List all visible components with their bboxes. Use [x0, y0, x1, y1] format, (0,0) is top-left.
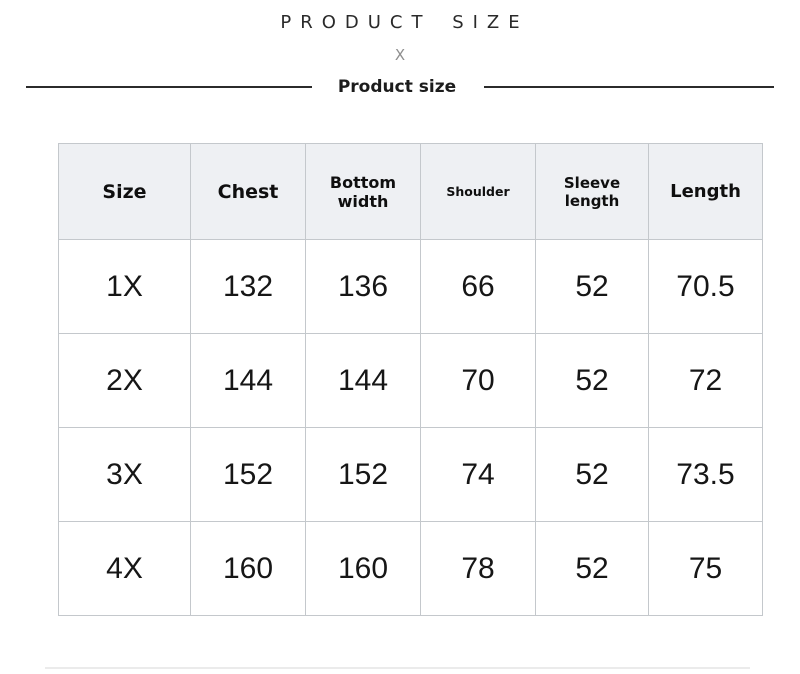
bottom-divider-line [45, 667, 750, 669]
cell-chest: 144 [190, 333, 306, 428]
column-header-sleeve-length: Sleeve length [535, 143, 649, 240]
cell-bottom: 160 [305, 521, 421, 616]
cell-bottom: 144 [305, 333, 421, 428]
table-row-3x: 3X 152 152 74 52 73.5 [58, 427, 763, 522]
cell-shoulder: 74 [420, 427, 536, 522]
column-header-length: Length [648, 143, 763, 240]
cell-length: 70.5 [648, 239, 763, 334]
size-table: Size Chest Bottom width Shoulder Sleeve … [58, 143, 763, 616]
cell-bottom: 136 [305, 239, 421, 334]
cell-size: 2X [58, 333, 191, 428]
cell-sleeve: 52 [535, 333, 649, 428]
cell-length: 73.5 [648, 427, 763, 522]
cell-size: 1X [58, 239, 191, 334]
cell-sleeve: 52 [535, 427, 649, 522]
cell-bottom: 152 [305, 427, 421, 522]
divider-line-left [25, 86, 312, 88]
column-header-chest: Chest [190, 143, 306, 240]
column-header-shoulder: Shoulder [420, 143, 536, 240]
size-table-header-row: Size Chest Bottom width Shoulder Sleeve … [58, 143, 763, 240]
cell-length: 72 [648, 333, 763, 428]
table-row-1x: 1X 132 136 66 52 70.5 [58, 239, 763, 334]
divider-x-mark: X [394, 46, 406, 64]
column-header-bottom-width: Bottom width [305, 143, 421, 240]
cell-size: 4X [58, 521, 191, 616]
page-title: PRODUCT SIZE [280, 12, 529, 33]
cell-size: 3X [58, 427, 191, 522]
section-title: Product size [337, 77, 457, 97]
cell-sleeve: 52 [535, 521, 649, 616]
divider-line-right [484, 86, 775, 88]
cell-length: 75 [648, 521, 763, 616]
cell-shoulder: 70 [420, 333, 536, 428]
cell-chest: 132 [190, 239, 306, 334]
cell-chest: 160 [190, 521, 306, 616]
cell-chest: 152 [190, 427, 306, 522]
table-row-4x: 4X 160 160 78 52 75 [58, 521, 763, 616]
table-row-2x: 2X 144 144 70 52 72 [58, 333, 763, 428]
cell-shoulder: 78 [420, 521, 536, 616]
cell-sleeve: 52 [535, 239, 649, 334]
cell-shoulder: 66 [420, 239, 536, 334]
section-title-row: Product size [0, 74, 800, 100]
column-header-size: Size [58, 143, 191, 240]
